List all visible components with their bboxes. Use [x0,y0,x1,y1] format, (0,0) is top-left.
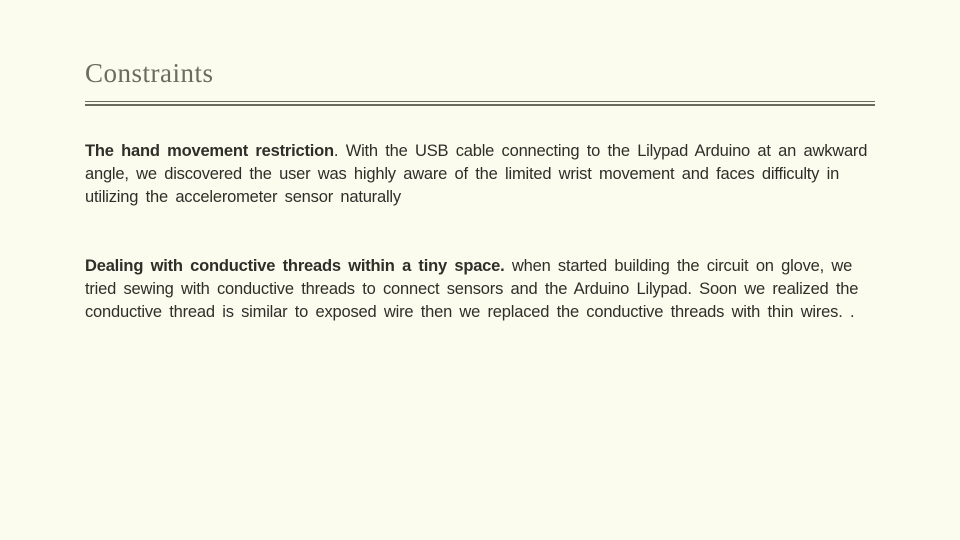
para-2-bold: Dealing with conductive threads within a… [85,257,505,275]
slide: Constraints The hand movement restrictio… [0,0,960,540]
slide-heading: Constraints [85,58,875,102]
paragraph-2: Dealing with conductive threads within a… [85,255,875,324]
para-1-bold: The hand movement restriction [85,142,334,160]
paragraph-1: The hand movement restriction. With the … [85,140,875,209]
